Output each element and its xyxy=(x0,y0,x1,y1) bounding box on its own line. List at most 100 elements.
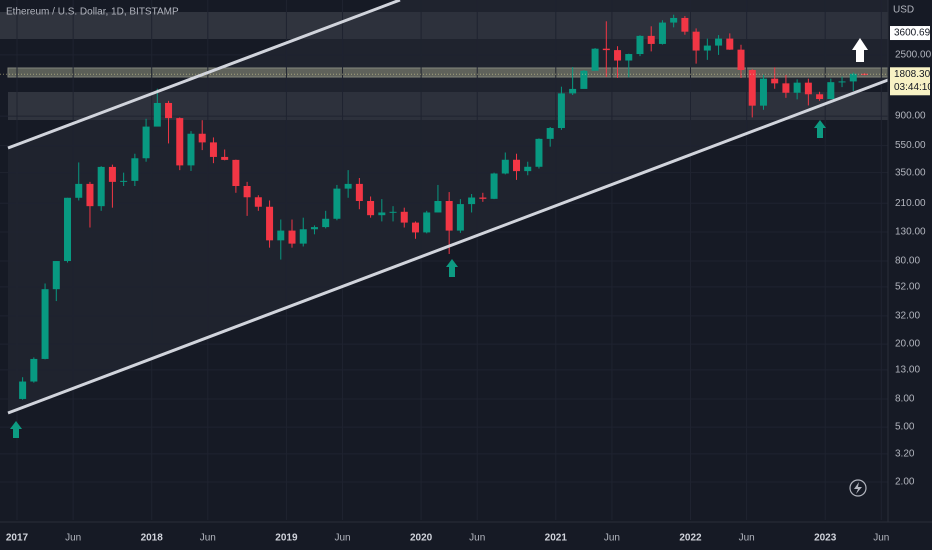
candle-body xyxy=(266,206,274,241)
candle xyxy=(277,219,285,260)
candle xyxy=(187,131,195,171)
candle xyxy=(501,152,509,175)
candle xyxy=(726,33,734,50)
candle xyxy=(647,26,655,52)
currency-label: USD xyxy=(893,5,914,16)
candle-body xyxy=(636,35,644,55)
time-axis xyxy=(0,522,932,550)
candle-body xyxy=(254,197,262,207)
candle-body xyxy=(153,102,161,127)
candle-body xyxy=(569,88,577,94)
candle-body xyxy=(501,159,509,174)
candle xyxy=(715,35,723,55)
y-tick-label: 130.00 xyxy=(895,227,926,238)
candle xyxy=(423,210,431,234)
candle-body xyxy=(580,70,588,89)
x-tick-label: 2020 xyxy=(410,533,433,544)
candle xyxy=(266,200,274,248)
candle-body xyxy=(355,183,363,201)
candle xyxy=(333,184,341,221)
candle-body xyxy=(400,211,408,223)
candle xyxy=(209,137,217,164)
candle-body xyxy=(108,166,116,182)
candle-body xyxy=(209,142,217,157)
y-tick-label: 80.00 xyxy=(895,256,920,267)
candle xyxy=(411,221,419,239)
candle xyxy=(804,78,812,106)
candle-body xyxy=(524,166,532,172)
candle-body xyxy=(456,204,464,231)
x-tick-label: Jun xyxy=(200,533,216,544)
candle xyxy=(557,86,565,130)
x-tick-label: 2021 xyxy=(545,533,568,544)
candle xyxy=(602,21,610,77)
candle-body xyxy=(344,183,352,189)
candle-body xyxy=(726,38,734,50)
candle xyxy=(120,172,128,187)
x-tick-label: Jun xyxy=(334,533,350,544)
price-label-box xyxy=(890,26,930,41)
y-tick-label: 32.00 xyxy=(895,311,920,322)
candle xyxy=(468,193,476,213)
y-tick-label: 13.00 xyxy=(895,365,920,376)
candle-body xyxy=(97,166,105,207)
candle xyxy=(378,199,386,222)
candle-body xyxy=(198,133,206,143)
candle-body xyxy=(793,82,801,93)
y-tick-label: 2.00 xyxy=(895,477,915,488)
candle-body xyxy=(692,31,700,51)
candle xyxy=(670,14,678,28)
candle xyxy=(400,207,408,228)
candle xyxy=(64,197,72,263)
candle-body xyxy=(445,200,453,231)
candle-body xyxy=(75,183,83,198)
candle xyxy=(524,161,532,176)
candle xyxy=(580,70,588,89)
candle xyxy=(108,164,116,208)
candle-body xyxy=(165,102,173,119)
candle xyxy=(254,195,262,211)
candle-body xyxy=(367,200,375,216)
candle-body xyxy=(19,381,27,399)
y-tick-label: 2500.00 xyxy=(895,50,932,61)
candle-body xyxy=(816,94,824,100)
candle xyxy=(367,196,375,218)
x-tick-label: Jun xyxy=(604,533,620,544)
candle-body xyxy=(625,54,633,61)
y-tick-label: 52.00 xyxy=(895,281,920,292)
level-band xyxy=(7,67,889,78)
candle xyxy=(782,74,790,98)
candle xyxy=(97,166,105,211)
candle-body xyxy=(771,78,779,84)
candle xyxy=(703,38,711,60)
lightning-glyph xyxy=(854,482,862,494)
candle xyxy=(838,76,846,88)
candle-body xyxy=(232,159,240,187)
candle xyxy=(355,178,363,210)
candle xyxy=(221,149,229,161)
candle-body xyxy=(468,197,476,205)
arrows xyxy=(10,120,826,438)
candle xyxy=(546,126,554,147)
candle-body xyxy=(614,50,622,61)
candle-body xyxy=(748,70,756,106)
candle xyxy=(131,153,139,187)
candle-body xyxy=(715,38,723,46)
x-tick-label: 2017 xyxy=(6,533,29,544)
candle xyxy=(165,100,173,144)
candle-body xyxy=(423,212,431,233)
candle xyxy=(19,377,27,400)
chart-title: Ethereum / U.S. Dollar, 1D, BITSTAMP xyxy=(6,7,179,18)
x-tick-label: 2022 xyxy=(679,533,702,544)
zone xyxy=(0,12,888,39)
candle-body xyxy=(288,230,296,244)
candle xyxy=(86,181,94,228)
candle-body xyxy=(759,78,767,106)
candle-body xyxy=(142,126,150,159)
candle-body xyxy=(479,197,487,199)
candle xyxy=(322,210,330,229)
candle-body xyxy=(490,173,498,199)
candle xyxy=(434,184,442,213)
